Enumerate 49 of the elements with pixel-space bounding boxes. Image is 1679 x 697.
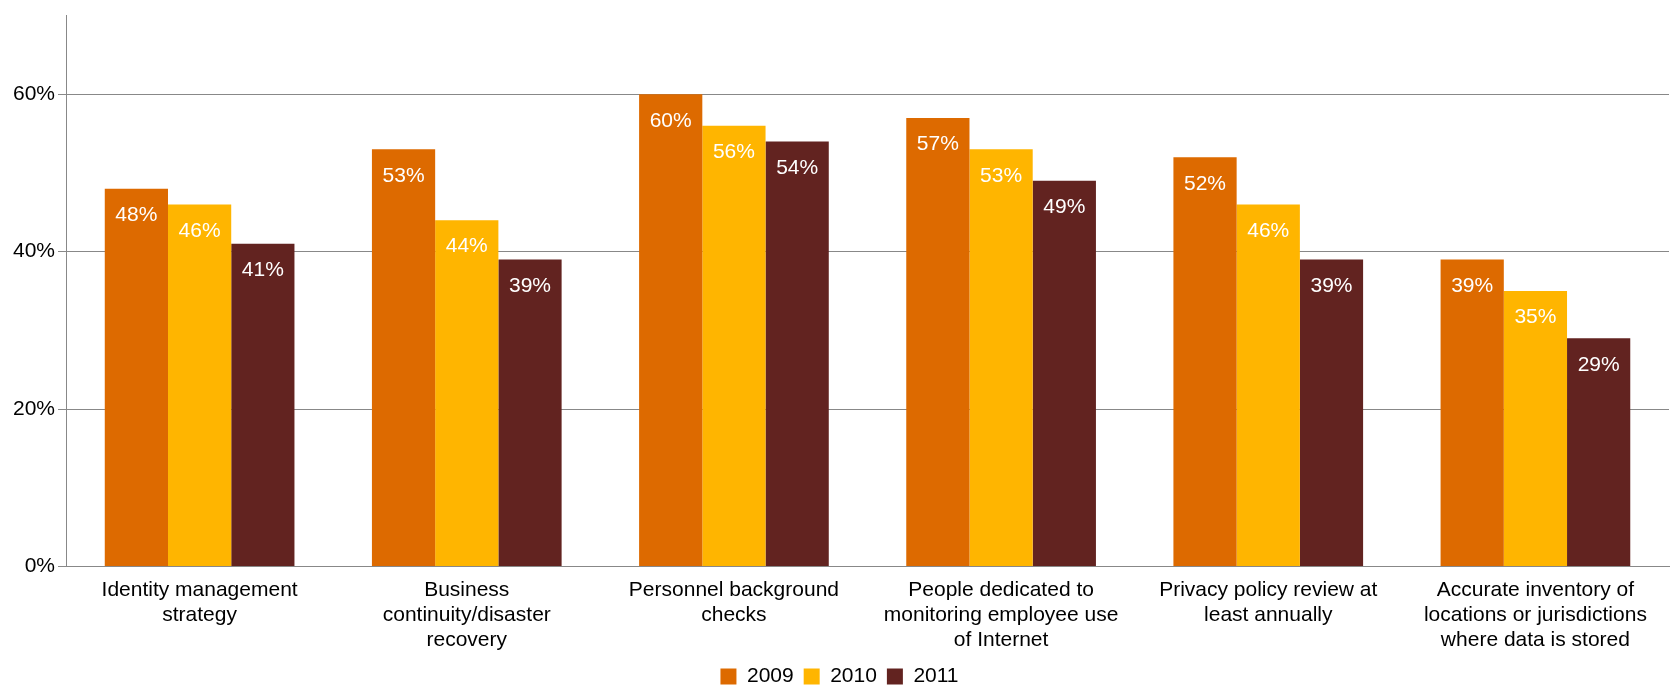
bar — [1299, 259, 1364, 566]
legend-label: 2010 — [830, 663, 877, 687]
bar — [231, 243, 295, 566]
bar — [1440, 259, 1504, 566]
bar — [1567, 338, 1631, 566]
x-tick-label: Accurate inventory of locations or jurisdictions where data is stored — [1423, 576, 1647, 651]
bar — [1503, 291, 1568, 566]
data-label: 46% — [1247, 217, 1290, 241]
data-label: 48% — [115, 202, 158, 226]
bar — [765, 141, 829, 566]
x-tick-label: Privacy policy review at least annually — [1159, 576, 1378, 625]
x-tick-label: Business continuity/disaster recovery — [382, 576, 551, 651]
data-label: 53% — [382, 162, 425, 186]
data-label: 52% — [1184, 170, 1227, 194]
data-label: 41% — [241, 257, 284, 281]
data-label: 46% — [178, 217, 221, 241]
bar — [371, 149, 436, 566]
data-label: 56% — [712, 139, 755, 163]
data-label: 39% — [508, 272, 552, 296]
bar — [498, 259, 562, 566]
bar — [1236, 204, 1300, 566]
x-tick-label: Identity management strategy — [101, 576, 298, 625]
bar — [1173, 157, 1237, 566]
bar — [702, 125, 766, 566]
data-label: 53% — [980, 162, 1023, 186]
y-tick-label: 0% — [24, 553, 56, 577]
bar — [639, 94, 703, 566]
bar — [906, 117, 970, 566]
x-tick-label: Personnel background checks — [628, 576, 840, 625]
data-label: 49% — [1043, 194, 1086, 218]
data-label: 57% — [916, 131, 959, 155]
data-label: 35% — [1514, 304, 1557, 328]
x-tick-label: People dedicated to monitoring employee use of Internet — [883, 576, 1119, 651]
data-label: 39% — [1451, 272, 1494, 296]
data-label: 29% — [1577, 351, 1620, 375]
data-label: 39% — [1310, 272, 1353, 296]
y-tick-label: 60% — [13, 81, 56, 105]
bar — [969, 149, 1033, 566]
bar — [104, 188, 168, 566]
bar — [168, 204, 232, 566]
bar — [1032, 180, 1096, 566]
data-label: 54% — [776, 154, 819, 178]
bar — [435, 220, 499, 566]
legend-label: 2009 — [746, 663, 794, 687]
y-tick-label: 20% — [13, 395, 56, 419]
y-tick-label: 40% — [13, 238, 56, 262]
data-label: 44% — [445, 233, 488, 257]
legend-label: 2011 — [913, 663, 959, 687]
data-label: 60% — [649, 107, 692, 131]
